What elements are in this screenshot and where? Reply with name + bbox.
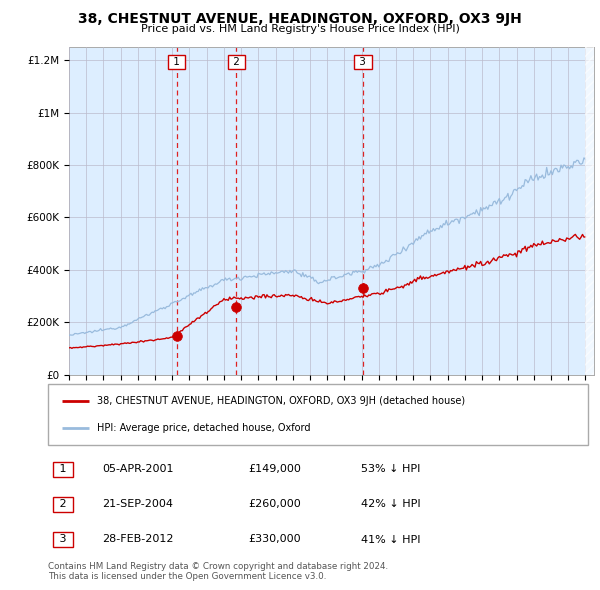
Text: 1: 1	[56, 464, 70, 474]
Text: 53% ↓ HPI: 53% ↓ HPI	[361, 464, 421, 474]
Text: 42% ↓ HPI: 42% ↓ HPI	[361, 500, 421, 509]
Text: Price paid vs. HM Land Registry's House Price Index (HPI): Price paid vs. HM Land Registry's House …	[140, 24, 460, 34]
Text: 38, CHESTNUT AVENUE, HEADINGTON, OXFORD, OX3 9JH: 38, CHESTNUT AVENUE, HEADINGTON, OXFORD,…	[78, 12, 522, 26]
Text: HPI: Average price, detached house, Oxford: HPI: Average price, detached house, Oxfo…	[97, 423, 310, 433]
FancyBboxPatch shape	[48, 384, 588, 445]
Text: 21-SEP-2004: 21-SEP-2004	[102, 500, 173, 509]
Text: 1: 1	[170, 57, 183, 67]
Text: 2: 2	[230, 57, 243, 67]
Text: 2: 2	[56, 500, 70, 509]
Text: Contains HM Land Registry data © Crown copyright and database right 2024.: Contains HM Land Registry data © Crown c…	[48, 562, 388, 571]
Text: £149,000: £149,000	[248, 464, 301, 474]
Text: 05-APR-2001: 05-APR-2001	[102, 464, 173, 474]
Text: 3: 3	[356, 57, 370, 67]
Text: 41% ↓ HPI: 41% ↓ HPI	[361, 535, 421, 545]
Text: 28-FEB-2012: 28-FEB-2012	[102, 535, 173, 545]
Text: 3: 3	[56, 535, 70, 545]
Text: This data is licensed under the Open Government Licence v3.0.: This data is licensed under the Open Gov…	[48, 572, 326, 581]
Text: £260,000: £260,000	[248, 500, 301, 509]
Text: 38, CHESTNUT AVENUE, HEADINGTON, OXFORD, OX3 9JH (detached house): 38, CHESTNUT AVENUE, HEADINGTON, OXFORD,…	[97, 396, 465, 406]
Text: £330,000: £330,000	[248, 535, 301, 545]
